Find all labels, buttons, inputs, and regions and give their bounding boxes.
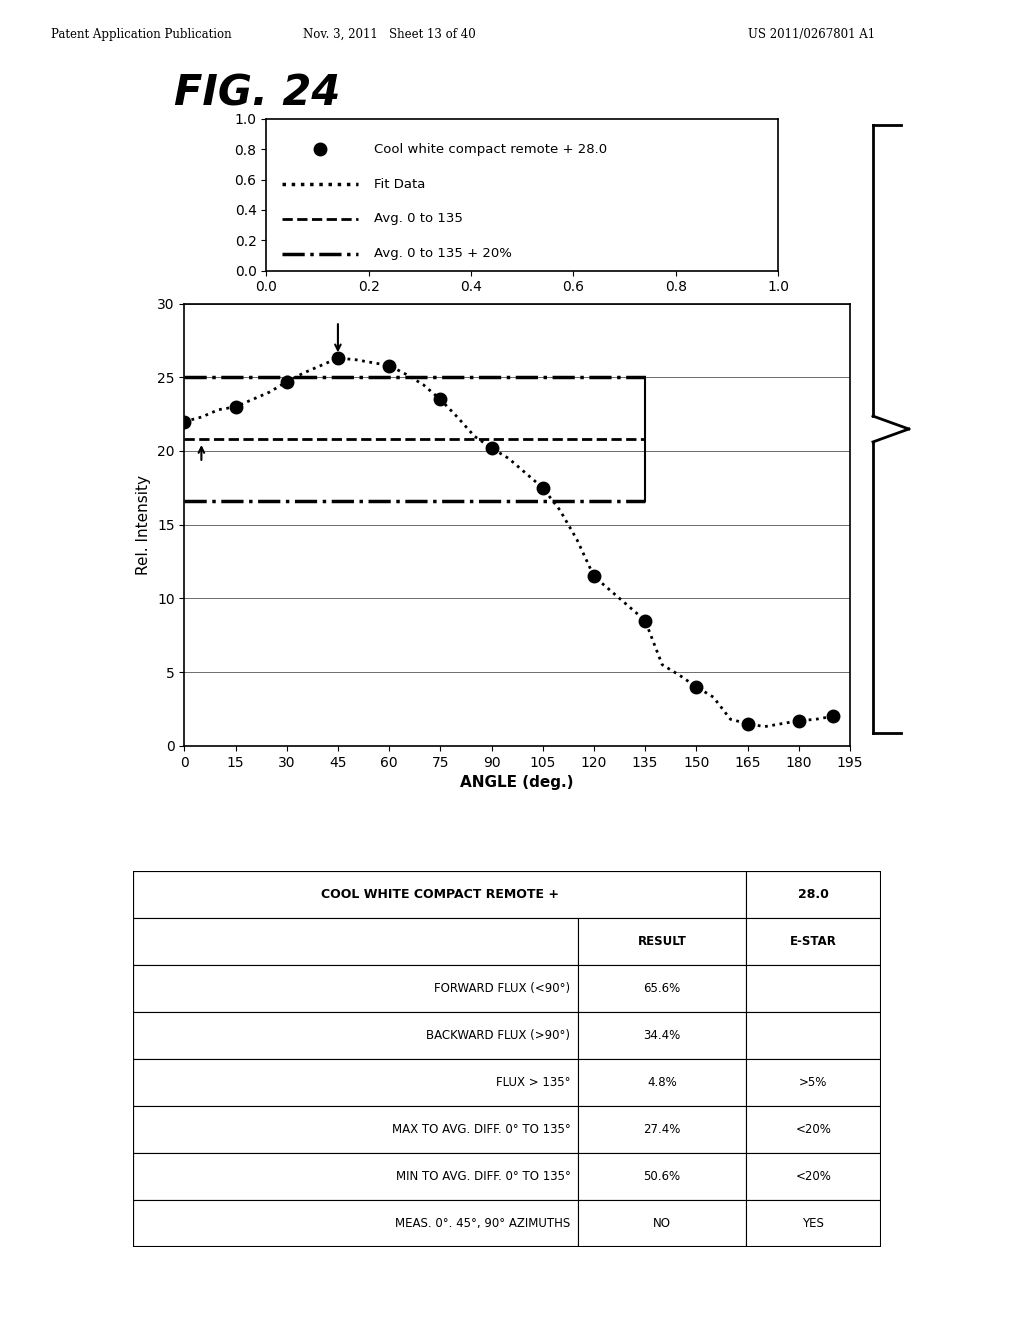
Text: BACKWARD FLUX (>90°): BACKWARD FLUX (>90°) xyxy=(426,1030,570,1043)
Bar xyxy=(578,919,746,965)
Text: NO: NO xyxy=(653,1217,671,1230)
Bar xyxy=(746,965,881,1012)
Bar xyxy=(133,1200,578,1247)
Bar xyxy=(578,1059,746,1106)
Text: FIG. 24: FIG. 24 xyxy=(174,73,340,115)
Bar xyxy=(578,1154,746,1200)
Bar xyxy=(746,1106,881,1154)
Text: 28.0: 28.0 xyxy=(798,888,828,902)
Bar xyxy=(133,919,578,965)
Text: 50.6%: 50.6% xyxy=(643,1171,681,1183)
Text: 34.4%: 34.4% xyxy=(643,1030,681,1043)
Bar xyxy=(578,1012,746,1059)
Text: <20%: <20% xyxy=(796,1171,831,1183)
Bar xyxy=(133,1059,578,1106)
Bar xyxy=(133,1012,578,1059)
Bar xyxy=(746,1059,881,1106)
Text: Nov. 3, 2011   Sheet 13 of 40: Nov. 3, 2011 Sheet 13 of 40 xyxy=(303,28,475,41)
Text: FORWARD FLUX (<90°): FORWARD FLUX (<90°) xyxy=(434,982,570,995)
Text: <20%: <20% xyxy=(796,1123,831,1137)
Text: FLUX > 135°: FLUX > 135° xyxy=(496,1076,570,1089)
Bar xyxy=(746,1154,881,1200)
Text: Avg. 0 to 135: Avg. 0 to 135 xyxy=(374,213,463,226)
Bar xyxy=(746,1012,881,1059)
Bar xyxy=(578,965,746,1012)
Bar xyxy=(133,871,746,919)
Text: 4.8%: 4.8% xyxy=(647,1076,677,1089)
Bar xyxy=(746,871,881,919)
Bar xyxy=(746,1200,881,1247)
Text: YES: YES xyxy=(803,1217,824,1230)
Text: 27.4%: 27.4% xyxy=(643,1123,681,1137)
Text: US 2011/0267801 A1: US 2011/0267801 A1 xyxy=(748,28,874,41)
Bar xyxy=(133,1154,578,1200)
Text: Fit Data: Fit Data xyxy=(374,178,425,190)
Text: Avg. 0 to 135 + 20%: Avg. 0 to 135 + 20% xyxy=(374,247,512,260)
Text: >5%: >5% xyxy=(799,1076,827,1089)
Bar xyxy=(746,919,881,965)
Text: MEAS. 0°. 45°, 90° AZIMUTHS: MEAS. 0°. 45°, 90° AZIMUTHS xyxy=(395,1217,570,1230)
Text: COOL WHITE COMPACT REMOTE +: COOL WHITE COMPACT REMOTE + xyxy=(321,888,559,902)
Text: 65.6%: 65.6% xyxy=(643,982,681,995)
Bar xyxy=(133,965,578,1012)
Y-axis label: Rel. Intensity: Rel. Intensity xyxy=(136,475,152,574)
Text: RESULT: RESULT xyxy=(638,936,686,948)
X-axis label: ANGLE (deg.): ANGLE (deg.) xyxy=(461,775,573,791)
Bar xyxy=(578,1106,746,1154)
Text: MAX TO AVG. DIFF. 0° TO 135°: MAX TO AVG. DIFF. 0° TO 135° xyxy=(391,1123,570,1137)
Text: E-STAR: E-STAR xyxy=(790,936,837,948)
Bar xyxy=(578,1200,746,1247)
Text: MIN TO AVG. DIFF. 0° TO 135°: MIN TO AVG. DIFF. 0° TO 135° xyxy=(395,1171,570,1183)
Bar xyxy=(133,1106,578,1154)
Text: Patent Application Publication: Patent Application Publication xyxy=(51,28,231,41)
Text: Cool white compact remote + 28.0: Cool white compact remote + 28.0 xyxy=(374,143,607,156)
